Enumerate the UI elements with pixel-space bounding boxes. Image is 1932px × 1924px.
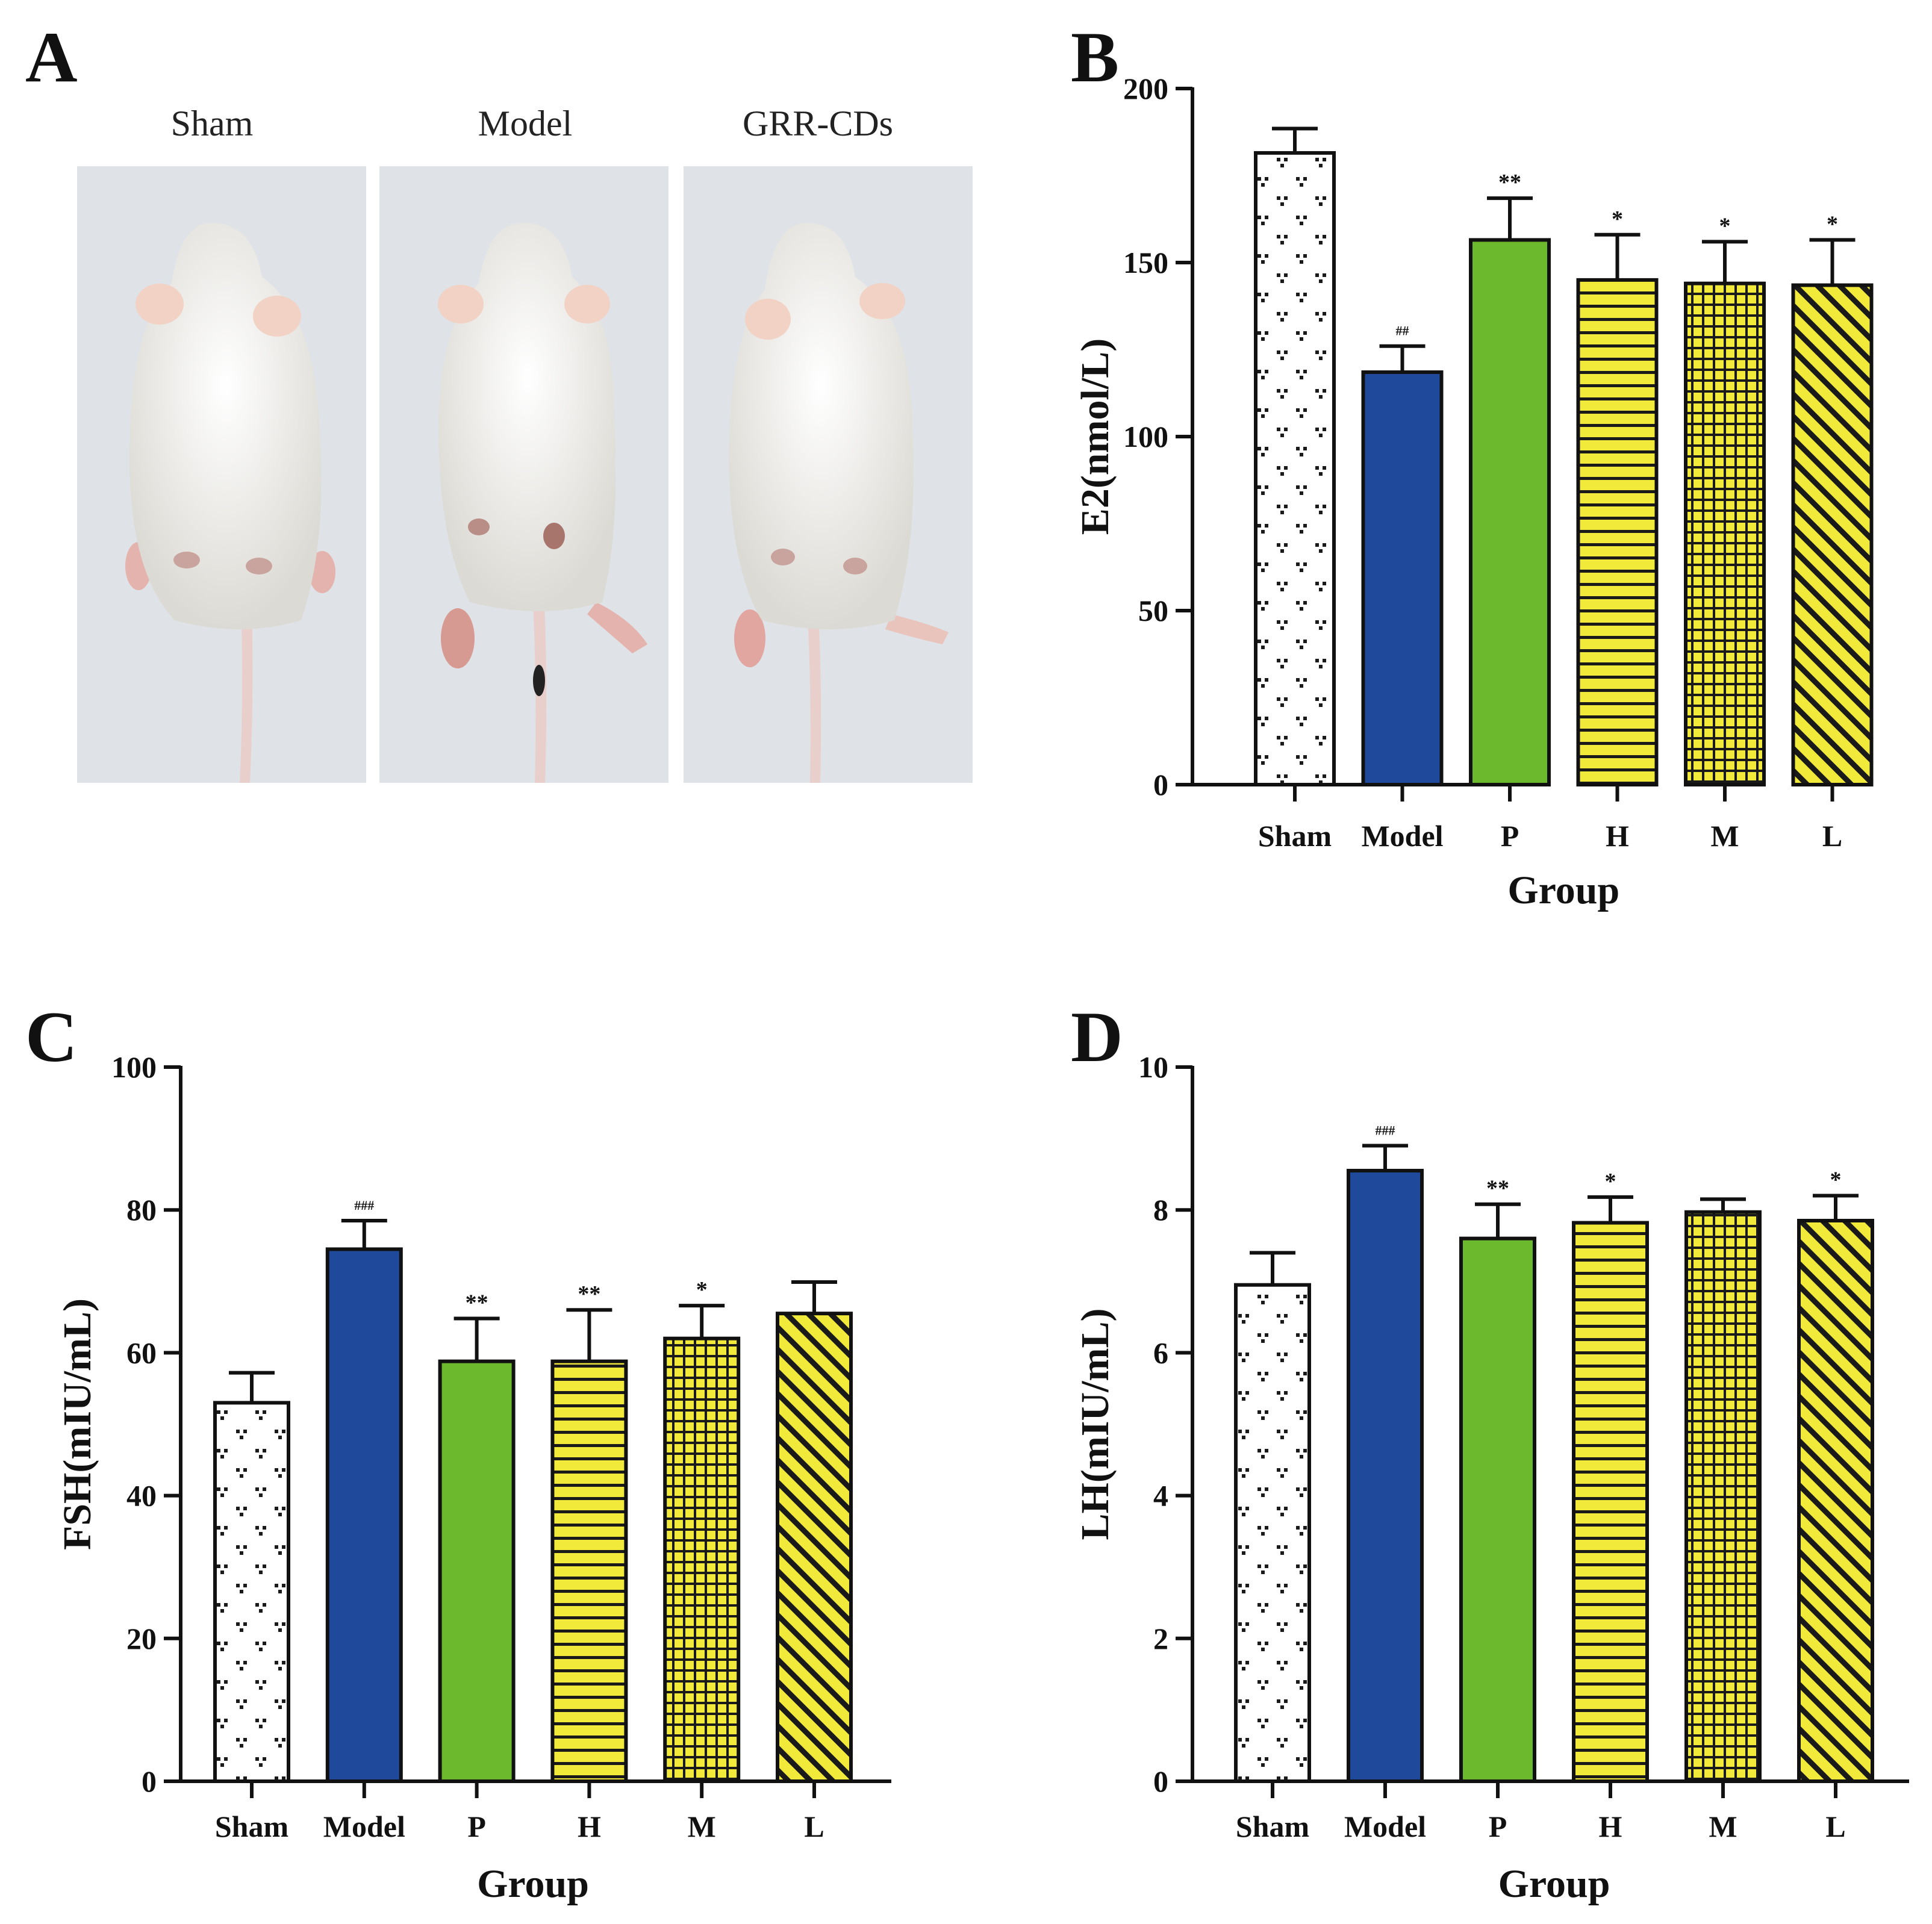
y-tick-label: 10 [1138, 1050, 1168, 1084]
photo-label-model: Model [478, 104, 573, 143]
bar-l [1797, 1218, 1874, 1783]
x-tick-label: Sham [1258, 819, 1332, 853]
x-tick-label: P [1489, 1810, 1507, 1843]
significance-label: ## [1396, 323, 1409, 338]
bar-sham [213, 1401, 290, 1783]
y-tick-label: 6 [1153, 1336, 1168, 1369]
significance-label: ### [1376, 1122, 1395, 1138]
photo-model [379, 166, 668, 783]
x-tick-label: P [467, 1810, 486, 1843]
bar-h [1576, 278, 1659, 786]
chart-fsh: 0 20 40 60 80 100 FSH(mIU/mL) Group Sham Model ###… [55, 1050, 891, 1906]
x-tick-label: Model [1361, 819, 1443, 853]
y-tick-label: 100 [1123, 420, 1168, 453]
x-axis-title: Group [477, 1862, 589, 1906]
y-tick-label: 40 [126, 1479, 157, 1513]
y-tick-label: 0 [142, 1764, 157, 1798]
y-axis-title: E2(nmol/L) [1073, 338, 1117, 535]
photo-grr-cds [684, 166, 973, 783]
bar-sham [1254, 151, 1336, 786]
y-tick-label: 0 [1153, 1764, 1168, 1798]
x-tick-label: Model [1344, 1810, 1426, 1843]
y-tick-label: 60 [126, 1336, 157, 1369]
y-tick-label: 200 [1123, 72, 1168, 105]
bar-m [1684, 281, 1766, 786]
significance-label: * [1719, 213, 1731, 238]
bar-m [1684, 1210, 1762, 1784]
chart-e2: 0 50 100 150 200 E2(nmol/L) Group Sham Model ## P *… [1073, 72, 1874, 912]
chart-lh: 0 2 4 6 8 10 LH(mIU/mL) Group Sham Model ### P ** H * M… [1073, 1050, 1909, 1906]
photo-label-grr-cds: GRR-CDs [743, 104, 893, 143]
bar-h [1572, 1221, 1649, 1783]
x-tick-label: P [1501, 819, 1519, 853]
y-axis-title: FSH(mIU/mL) [55, 1298, 99, 1550]
y-tick-label: 100 [111, 1050, 157, 1084]
x-tick-label: Sham [1236, 1810, 1309, 1843]
mouse-tail [807, 602, 821, 783]
significance-label: ** [1486, 1176, 1509, 1201]
x-tick-label: H [1599, 1810, 1622, 1843]
x-tick-label: H [1606, 819, 1629, 853]
panel-letter-b: B [1071, 17, 1119, 97]
significance-label: * [1830, 1167, 1842, 1192]
y-tick-label: 80 [126, 1193, 157, 1227]
bar-m [663, 1336, 741, 1783]
y-tick-label: 4 [1153, 1479, 1168, 1513]
significance-label: * [1612, 207, 1623, 232]
x-tick-label: L [804, 1810, 824, 1843]
bar-h [550, 1359, 628, 1784]
significance-label: ** [1498, 170, 1521, 195]
x-tick-label: H [578, 1810, 601, 1843]
bar-p [438, 1359, 516, 1784]
y-tick-label: 2 [1153, 1622, 1168, 1655]
y-tick-label: 0 [1153, 768, 1168, 802]
panel-letter-a: A [25, 17, 78, 97]
photo-label-sham: Sham [171, 104, 254, 143]
y-axis-title: LH(mIU/mL) [1073, 1309, 1117, 1540]
x-tick-label: M [1710, 819, 1739, 853]
significance-label: * [696, 1277, 708, 1303]
bar-model [1347, 1168, 1424, 1783]
y-tick-label: 8 [1153, 1193, 1168, 1227]
x-axis-title: Group [1498, 1862, 1610, 1906]
y-tick-label: 50 [1138, 594, 1168, 627]
y-tick-label: 150 [1123, 246, 1168, 279]
panel-letter-d: D [1071, 997, 1123, 1077]
bar-sham [1234, 1283, 1311, 1783]
x-axis-title: Group [1507, 868, 1619, 912]
x-tick-label: Sham [215, 1810, 288, 1843]
x-tick-label: Model [323, 1810, 405, 1843]
bar-l [776, 1312, 853, 1783]
x-tick-label: M [1709, 1810, 1737, 1843]
photo-sham [77, 166, 366, 783]
bar-l [1791, 283, 1874, 786]
significance-label: ** [466, 1290, 488, 1315]
significance-label: * [1605, 1169, 1616, 1194]
significance-label: * [1827, 211, 1838, 237]
mouse-body [438, 223, 616, 611]
panel-letter-c: C [25, 997, 78, 1077]
x-tick-label: L [1822, 819, 1842, 853]
bar-model [325, 1247, 403, 1783]
y-tick-label: 20 [126, 1622, 157, 1655]
bar-p [1459, 1236, 1536, 1783]
bar-model [1361, 370, 1444, 786]
mouse-tail [240, 602, 253, 783]
x-tick-label: L [1825, 1810, 1845, 1843]
significance-label: ### [354, 1198, 374, 1213]
bar-p [1469, 238, 1551, 786]
significance-label: ** [578, 1281, 600, 1307]
x-tick-label: M [688, 1810, 716, 1843]
